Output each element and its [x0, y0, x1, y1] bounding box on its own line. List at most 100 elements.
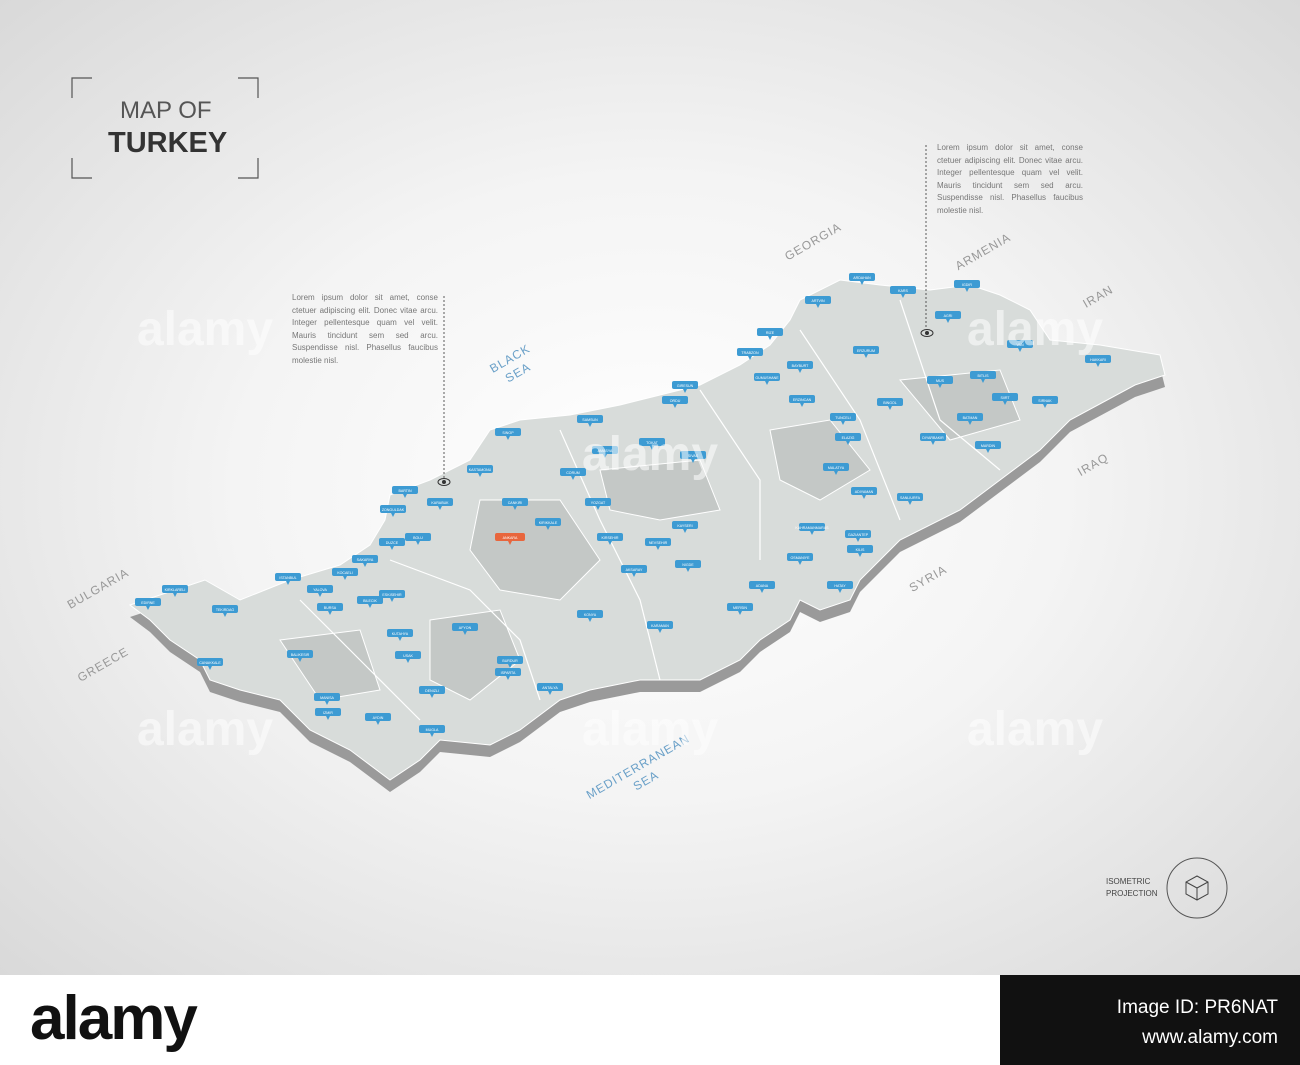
country-label: IRAQ [1075, 450, 1111, 479]
city-label: NIGDE [682, 563, 694, 567]
city-pin-tip [506, 436, 510, 440]
city-pin [957, 413, 983, 421]
city-pin-tip [548, 691, 552, 695]
city-pin [672, 381, 698, 389]
city-label: GIRESUN [677, 384, 694, 388]
city-label: ISTANBUL [279, 576, 296, 580]
watermark: alamy [582, 428, 718, 481]
city-pin [467, 465, 493, 473]
city-label: BARTIN [398, 489, 412, 493]
city-pin-tip [901, 294, 905, 298]
city-pin [577, 415, 603, 423]
city-pin [853, 346, 879, 354]
city-label: ZONGULDAK [382, 508, 405, 512]
city-pin [757, 328, 783, 336]
city-pin-tip [683, 529, 687, 533]
city-pin [452, 623, 478, 631]
city-pin [805, 296, 831, 304]
city-pin-tip [403, 494, 407, 498]
city-pin-tip [286, 581, 290, 585]
city-label: KARAMAN [651, 624, 669, 628]
city-pin-tip [508, 664, 512, 668]
province-border [699, 389, 761, 560]
city-pin [851, 487, 877, 495]
city-label: KARABUK [431, 501, 449, 505]
city-pin-tip [931, 441, 935, 445]
city-label: CANAKKALE [199, 661, 221, 665]
capital-pin-tip [508, 541, 512, 545]
city-pin [975, 441, 1001, 449]
city-pin-tip [318, 593, 322, 597]
city-pin-tip [430, 694, 434, 698]
city-label: KIRKLARELI [165, 588, 186, 592]
id-box: Image ID: PR6NAT www.alamy.com [1000, 975, 1300, 1065]
city-label: DENIZLI [425, 689, 439, 693]
city-pin-tip [658, 629, 662, 633]
city-pin [592, 446, 618, 454]
watermark: alamy [137, 303, 273, 356]
map-land [128, 279, 1166, 781]
city-pin [387, 629, 413, 637]
city-label: ADIYAMAN [855, 490, 874, 494]
city-pin-tip [908, 501, 912, 505]
city-pin [621, 565, 647, 573]
city-pin-tip [800, 403, 804, 407]
city-pin-tip [748, 356, 752, 360]
city-pin-tip [571, 476, 575, 480]
province-border [299, 599, 421, 721]
city-pin [392, 486, 418, 494]
city-label: KUTAHYA [392, 632, 409, 636]
city-label: YOZGAT [591, 501, 606, 505]
city-pin [577, 610, 603, 618]
city-label: DIYARBAKIR [922, 436, 944, 440]
projection-label: PROJECTION [1106, 889, 1158, 898]
city-pin [427, 498, 453, 506]
image-id: Image ID: PR6NAT [1116, 997, 1278, 1018]
city-label: ARTVIN [811, 299, 825, 303]
city-pin [585, 498, 611, 506]
city-pin [275, 573, 301, 581]
city-label: ADANA [756, 584, 769, 588]
city-label: USAK [403, 654, 413, 658]
city-pin-tip [603, 454, 607, 458]
city-label: HAKKARI [1090, 358, 1106, 362]
city-pin-tip [765, 381, 769, 385]
city-pin [897, 493, 923, 501]
city-pin-tip [328, 611, 332, 615]
city-pin-tip [325, 701, 329, 705]
city-pin [845, 530, 871, 538]
city-pin [935, 311, 961, 319]
city-pin-tip [946, 319, 950, 323]
city-pin [315, 708, 341, 716]
city-pin-tip [1043, 404, 1047, 408]
map: MAP OF TURKEY GEORGIA ARMENIAIRANIRAQSYRI… [65, 77, 1228, 919]
city-label: GUMUSHANE [755, 376, 779, 380]
country-label: SYRIA [907, 562, 950, 595]
city-pin-tip [298, 658, 302, 662]
city-pin-tip [862, 495, 866, 499]
city-label: AMASYA [598, 449, 613, 453]
city-label: AFYON [459, 626, 472, 630]
city-pin-tip [981, 379, 985, 383]
city-pin [1007, 340, 1033, 348]
city-label: MALATYA [828, 466, 845, 470]
city-label: BURDUR [502, 659, 518, 663]
city-pin-tip [1003, 401, 1007, 405]
watermark: alamy [967, 303, 1103, 356]
city-pin-tip [363, 563, 367, 567]
city-label: KAHRAMANMARAS [795, 526, 829, 530]
city-pin-tip [513, 506, 517, 510]
city-pin [675, 560, 701, 568]
city-pin [823, 463, 849, 471]
city-label: BAYBURT [792, 364, 809, 368]
city-pin [395, 651, 421, 659]
city-label: KASTAMONU [469, 468, 492, 472]
city-pin-tip [798, 369, 802, 373]
city-pin-tip [596, 506, 600, 510]
city-pin-tip [986, 449, 990, 453]
city-label: BITLIS [978, 374, 990, 378]
title-line2: TURKEY [108, 127, 227, 159]
city-pin-tip [368, 604, 372, 608]
city-pin [954, 280, 980, 288]
city-pin-tip [888, 406, 892, 410]
